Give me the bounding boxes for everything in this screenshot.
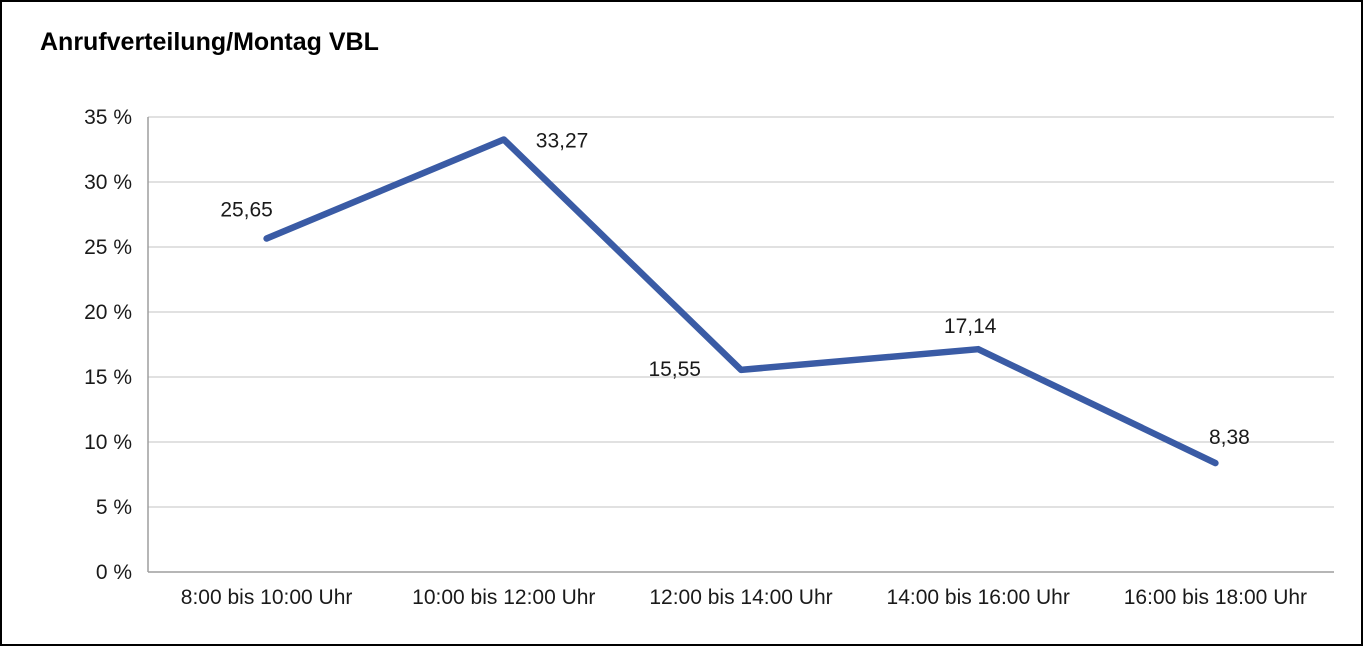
data-point-label: 25,65: [220, 199, 273, 222]
data-point-label: 8,38: [1209, 426, 1250, 449]
category-label: 12:00 bis 14:00 Uhr: [649, 586, 832, 609]
chart-title: Anrufverteilung/Montag VBL: [40, 28, 379, 56]
series-line: [263, 136, 1219, 467]
category-label: 8:00 bis 10:00 Uhr: [181, 586, 353, 609]
y-tick-label: 30 %: [84, 171, 132, 194]
y-tick-label: 35 %: [84, 106, 132, 129]
y-tick-label: 10 %: [84, 431, 132, 454]
data-point-label: 33,27: [536, 129, 589, 152]
category-label: 10:00 bis 12:00 Uhr: [412, 586, 595, 609]
category-label: 16:00 bis 18:00 Uhr: [1124, 586, 1307, 609]
y-tick-label: 5 %: [96, 496, 132, 519]
data-point-label: 17,14: [944, 315, 997, 338]
y-tick-label: 15 %: [84, 366, 132, 389]
data-point-label: 15,55: [648, 358, 701, 381]
y-tick-label: 0 %: [96, 561, 132, 584]
category-label: 14:00 bis 16:00 Uhr: [887, 586, 1070, 609]
y-tick-label: 25 %: [84, 236, 132, 259]
y-tick-label: 20 %: [84, 301, 132, 324]
